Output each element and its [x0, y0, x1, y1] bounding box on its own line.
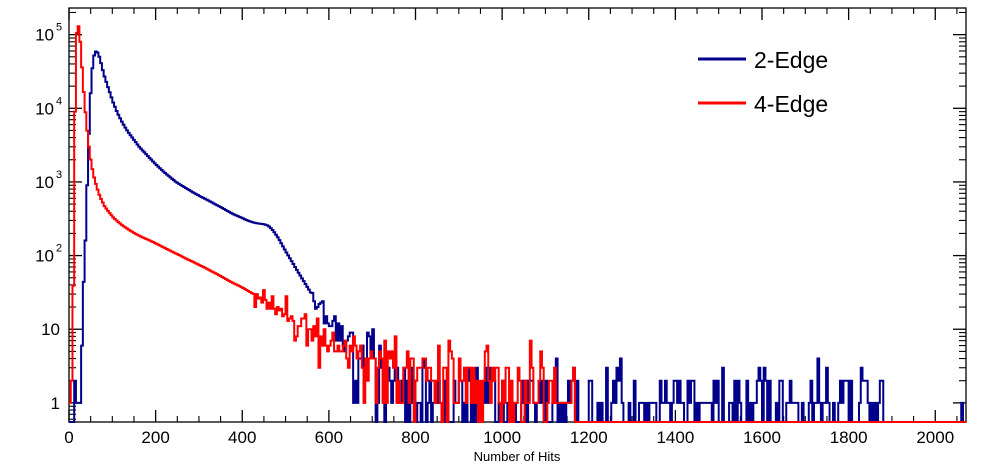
svg-text:3: 3: [56, 169, 62, 181]
y-tick-label: 10 4: [35, 95, 62, 118]
svg-text:10: 10: [35, 173, 54, 192]
x-tick-label: 200: [141, 428, 169, 447]
svg-text:1: 1: [51, 394, 60, 413]
data-series-group: [69, 25, 966, 423]
y-tick-label: 10 2: [35, 243, 62, 266]
svg-text:4: 4: [56, 95, 62, 107]
x-tick-label: 2000: [916, 428, 954, 447]
x-tick-label: 400: [228, 428, 256, 447]
x-tick-label: 600: [315, 428, 343, 447]
x-tick-label: 1000: [483, 428, 521, 447]
svg-text:2: 2: [56, 243, 62, 255]
legend-label-2-edge: 2-Edge: [754, 47, 828, 73]
x-tick-label: 1600: [743, 428, 781, 447]
x-tick-label: 1400: [656, 428, 694, 447]
x-tick-label: 1800: [830, 428, 868, 447]
y-tick-label: 10 3: [35, 169, 62, 192]
svg-text:10: 10: [35, 247, 54, 266]
svg-text:10: 10: [35, 99, 54, 118]
y-tick-label: 10: [41, 320, 60, 339]
x-axis-tick-labels: 0 200 400 600 800 1000 1200 1400 1600 1800 2000: [64, 428, 954, 447]
legend-label-4-edge: 4-Edge: [754, 91, 828, 117]
legend: 2-Edge 4-Edge: [698, 47, 828, 117]
svg-text:10: 10: [35, 26, 54, 45]
x-tick-label: 0: [64, 428, 73, 447]
series-line-4-edge: [69, 25, 966, 423]
svg-text:10: 10: [41, 320, 60, 339]
y-tick-label: 10 5: [35, 22, 62, 45]
svg-text:5: 5: [56, 22, 62, 34]
x-tick-label: 1200: [570, 428, 608, 447]
x-axis-title: Number of Hits: [474, 449, 561, 464]
y-tick-label: 1: [51, 394, 60, 413]
x-tick-label: 800: [401, 428, 429, 447]
